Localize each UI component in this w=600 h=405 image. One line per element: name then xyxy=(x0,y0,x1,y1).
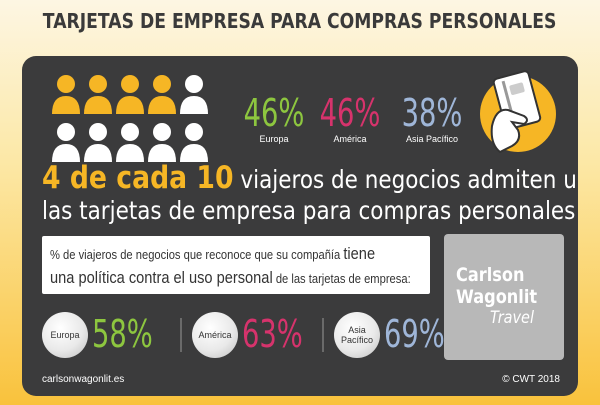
region-america-label: América xyxy=(198,330,232,340)
policy-part-3: una política contra el uso personal xyxy=(50,268,273,287)
stat-america-value: 46% xyxy=(319,91,381,135)
region-europe-label: Europa xyxy=(50,330,80,340)
headline-line-2: las tarjetas de empresa para compras per… xyxy=(42,196,576,225)
stat-europe-value: 46% xyxy=(243,91,305,135)
globe-europe-icon: Europa xyxy=(42,312,88,358)
hand-holding-card-icon xyxy=(480,70,556,154)
logo-line-1: Carlson xyxy=(456,264,525,286)
region-asia: Asia Pacífico 69% xyxy=(334,310,445,360)
copyright: © CWT 2018 xyxy=(502,374,560,385)
stat-america: 46% América xyxy=(312,94,388,144)
title-bar: TARJETAS DE EMPRESA PARA COMPRAS PERSONA… xyxy=(0,4,600,38)
globe-asia-icon: Asia Pacífico xyxy=(334,312,380,358)
stat-asia-label: Asia Pacífico xyxy=(405,134,458,144)
policy-part-1: % de viajeros de negocios que reconoce q… xyxy=(50,247,341,262)
policy-text: % de viajeros de negocios que reconoce q… xyxy=(50,242,428,290)
policy-box: % de viajeros de negocios que reconoce q… xyxy=(42,236,430,294)
headline-rest: viajeros de negocios admiten usar xyxy=(240,165,578,194)
logo-line-3: Travel xyxy=(490,308,534,328)
logo-line-2: Wagonlit xyxy=(456,286,538,308)
region-asia-label: Asia Pacífico xyxy=(340,325,373,345)
stat-america-label: América xyxy=(333,134,367,144)
people-icon xyxy=(52,75,208,162)
page-title: TARJETAS DE EMPRESA PARA COMPRAS PERSONA… xyxy=(43,9,557,33)
divider xyxy=(322,318,324,352)
region-europe: Europa 58% xyxy=(42,310,172,360)
divider xyxy=(180,318,182,352)
globe-america-icon: América xyxy=(192,312,238,358)
infographic-panel: 46% Europa 46% América 38% Asia Pacífico… xyxy=(22,56,578,396)
headline-line-1: 4 de cada 10 viajeros de negocios admite… xyxy=(42,160,578,196)
website-link[interactable]: carlsonwagonlit.es xyxy=(42,374,125,385)
stat-europe-label: Europa xyxy=(259,134,289,144)
region-asia-value: 69% xyxy=(384,312,445,356)
stat-asia-value: 38% xyxy=(401,91,463,135)
region-europe-value: 58% xyxy=(92,312,153,356)
stat-europe: 46% Europa xyxy=(236,94,312,144)
stat-asia: 38% Asia Pacífico xyxy=(394,94,470,144)
region-america: América 63% xyxy=(192,310,322,360)
headline-highlight: 4 de cada 10 xyxy=(42,160,234,196)
carlson-wagonlit-logo: Carlson Wagonlit Travel xyxy=(444,234,564,360)
policy-part-4: de las tarjetas de empresa: xyxy=(275,271,411,286)
policy-part-2: tiene xyxy=(343,244,376,263)
region-america-value: 63% xyxy=(242,312,303,356)
